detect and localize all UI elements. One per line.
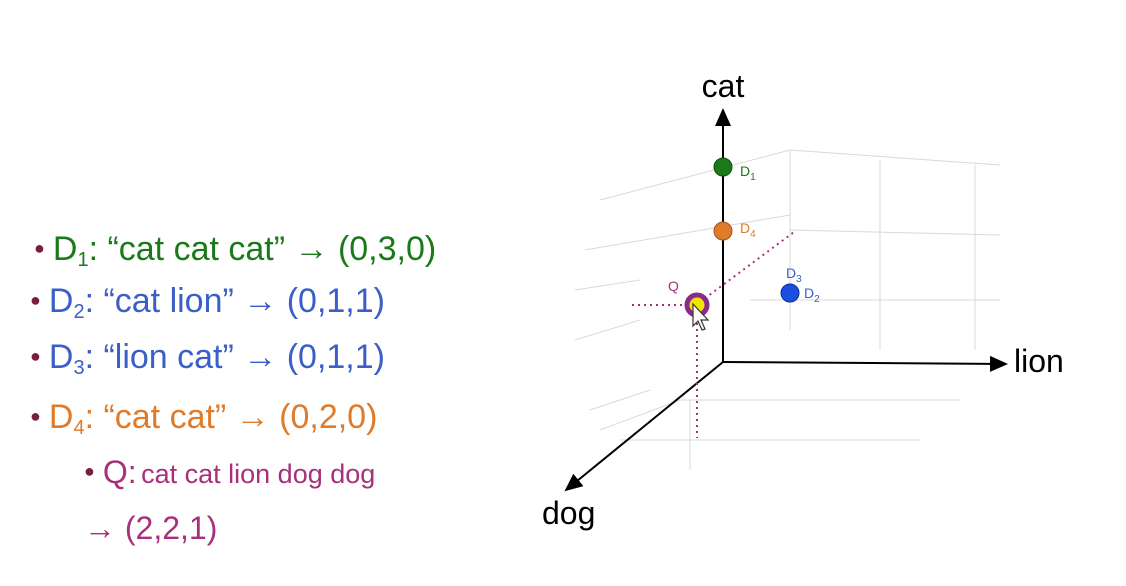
d4-point-name: D <box>740 220 750 236</box>
point-d1: D1 <box>713 157 756 183</box>
d2-d3-marker <box>780 283 800 303</box>
q-point-label: Q <box>668 278 679 294</box>
grid-line <box>589 389 651 411</box>
cat-axis-label: cat <box>702 68 745 104</box>
dog-axis-label: dog <box>542 495 595 531</box>
doc-d4-sub: 4 <box>73 417 85 439</box>
query-label: Q: <box>102 454 137 490</box>
doc-d3-item: ● D3: “lion cat” → (0,1,1) <box>30 338 385 380</box>
d3-point-name: D <box>786 265 796 281</box>
grid-line <box>599 399 681 431</box>
query-item: ● Q: cat cat lion dog dog <box>84 454 375 491</box>
d2-point-label: D2 <box>804 285 820 305</box>
grid-line <box>599 149 791 201</box>
d2-point-name: D <box>804 285 814 301</box>
grid-line <box>574 279 641 291</box>
document-list: ● D1: “cat cat cat” → (0,3,0) ● D2: “cat l… <box>0 0 520 586</box>
query-vector: → (2,2,1) <box>84 510 218 546</box>
d1-point-sub: 1 <box>750 172 756 183</box>
point-d2-d3: D3 D2 <box>780 265 820 305</box>
d1-point-name: D <box>740 163 750 179</box>
doc-d2-item: ● D2: “cat lion” → (0,1,1) <box>30 282 385 324</box>
grid-line <box>789 149 1001 166</box>
grid-line <box>574 319 641 341</box>
point-d4: D4 <box>713 220 756 241</box>
doc-d1-sub: 1 <box>77 249 89 271</box>
doc-d1-name: D <box>52 230 78 268</box>
grid-lines <box>574 149 1001 470</box>
bullet-icon: ● <box>30 346 41 366</box>
d1-marker <box>713 157 733 177</box>
d4-point-label: D4 <box>740 220 756 240</box>
doc-d3-text: : “lion cat” → (0,1,1) <box>84 338 385 376</box>
bullet-icon: ● <box>84 461 95 481</box>
query-text: cat cat lion dog dog <box>141 459 376 489</box>
doc-d2-text: : “cat lion” → (0,1,1) <box>84 282 385 320</box>
doc-d2-sub: 2 <box>73 301 85 323</box>
doc-d4-name: D <box>48 398 74 436</box>
d1-point-label: D1 <box>740 163 756 183</box>
d4-point-sub: 4 <box>750 229 756 240</box>
doc-d4-text: : “cat cat” → (0,2,0) <box>84 398 378 436</box>
query-projection-lines <box>632 231 795 438</box>
d4-marker <box>713 221 733 241</box>
grid-line <box>789 229 1001 236</box>
d3-point-sub: 3 <box>796 274 802 285</box>
doc-d1-text: : “cat cat cat” → (0,3,0) <box>88 230 437 268</box>
bullet-icon: ● <box>30 290 41 310</box>
lion-axis-label: lion <box>1014 343 1064 379</box>
d2-point-sub: 2 <box>814 294 820 305</box>
doc-d3-name: D <box>48 338 74 376</box>
doc-d2-name: D <box>48 282 74 320</box>
mouse-pointer-icon <box>692 302 710 331</box>
point-q: Q <box>668 278 710 318</box>
doc-d1-item: ● D1: “cat cat cat” → (0,3,0) <box>34 230 436 272</box>
d3-point-label: D3 <box>786 265 802 285</box>
bullet-icon: ● <box>30 406 41 426</box>
mouse-pointer-shape <box>692 302 710 331</box>
bullet-icon: ● <box>34 238 45 258</box>
query-projection-line <box>699 231 795 303</box>
lion-axis <box>722 355 1008 372</box>
doc-d4-item: ● D4: “cat cat” → (0,2,0) <box>30 398 377 440</box>
doc-d3-sub: 3 <box>73 357 85 379</box>
grid-line <box>584 214 791 251</box>
dog-axis <box>564 361 724 492</box>
